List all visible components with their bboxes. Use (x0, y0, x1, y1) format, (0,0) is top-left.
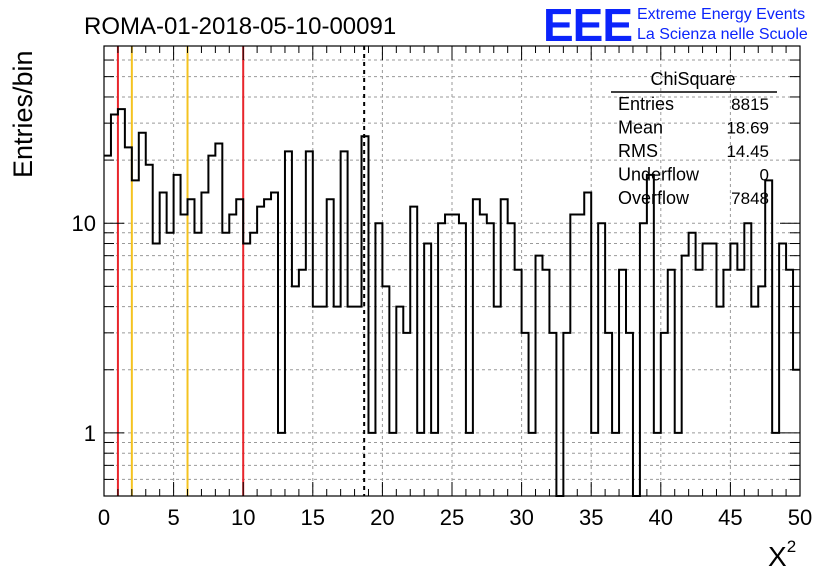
x-tick-label: 10 (231, 505, 255, 530)
x-tick-label: 0 (98, 505, 110, 530)
x-tick-label: 25 (440, 505, 464, 530)
x-tick-label: 20 (370, 505, 394, 530)
axis-ticks (103, 46, 801, 496)
y-tick-label: 1 (84, 421, 96, 446)
grid-lines (104, 46, 800, 496)
eee-logo: EEE Extreme Energy Events La Scienza nel… (543, 0, 808, 51)
x-tick-label: 5 (167, 505, 179, 530)
stats-label: Entries (618, 94, 674, 114)
stats-label: Underflow (618, 165, 700, 185)
x-tick-labels: 0 5 10 15 20 25 30 35 40 45 50 (98, 505, 812, 530)
x-axis-label: X2 (768, 537, 796, 572)
stats-label: Mean (618, 118, 663, 138)
stats-label: RMS (618, 141, 658, 161)
logo-mark: EEE (543, 0, 632, 51)
stats-value: 8815 (731, 95, 769, 114)
logo-line-2: La Scienza nelle Scuole (637, 26, 808, 43)
x-tick-label: 30 (509, 505, 533, 530)
stats-value: 0 (760, 166, 769, 185)
logo-line-1: Extreme Energy Events (637, 6, 805, 23)
y-tick-label: 10 (72, 211, 96, 236)
x-axis-label-superscript: 2 (787, 537, 796, 556)
stats-title: ChiSquare (650, 69, 735, 89)
x-axis-label-base: X (768, 541, 787, 572)
x-tick-label: 50 (788, 505, 812, 530)
x-tick-label: 35 (579, 505, 603, 530)
histogram-series (104, 108, 800, 497)
y-axis-label: Entries/bin (8, 50, 38, 178)
stats-value: 7848 (731, 189, 769, 208)
stats-value: 18.69 (726, 119, 769, 138)
stats-box: ChiSquare Entries 8815 Mean 18.69 RMS 14.45 Un… (611, 69, 777, 208)
marker-lines (116, 46, 366, 496)
chart-title: ROMA-01-2018-05-10-00091 (84, 13, 396, 40)
y-tick-labels: 1 10 (72, 211, 96, 446)
stats-value: 14.45 (726, 142, 769, 161)
stats-label: Overflow (618, 188, 690, 208)
x-tick-label: 45 (718, 505, 742, 530)
x-tick-label: 15 (301, 505, 325, 530)
x-tick-label: 40 (649, 505, 673, 530)
